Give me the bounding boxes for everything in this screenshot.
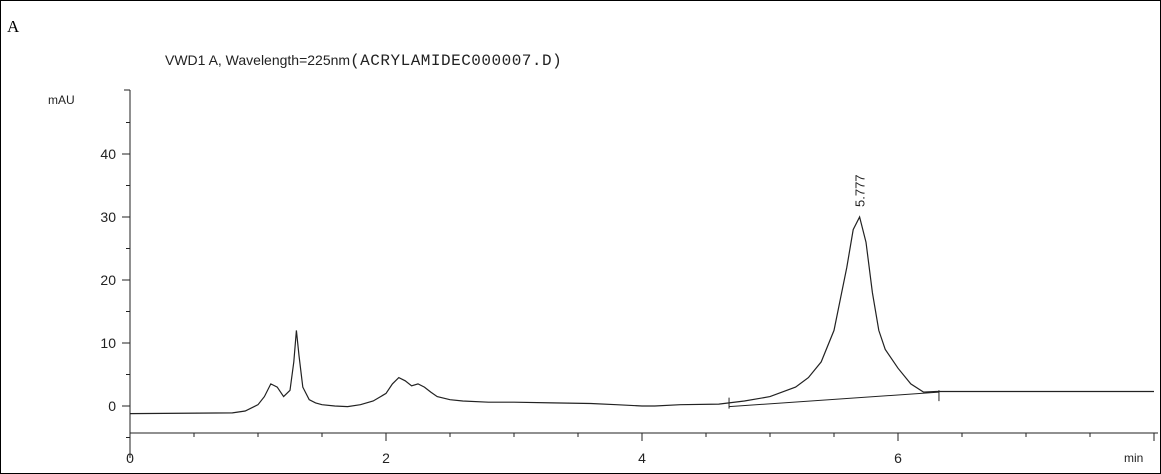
panel-label: A xyxy=(7,17,20,36)
chart-title-detector: VWD1 A, Wavelength=225nm xyxy=(165,52,351,68)
series-trace xyxy=(129,215,1154,415)
x-tick-label: 4 xyxy=(638,450,646,466)
y-axis-label: mAU xyxy=(48,93,75,107)
x-tick-label: 6 xyxy=(894,450,902,466)
axes xyxy=(124,89,1158,458)
x-axis-label: min xyxy=(1124,451,1143,465)
peak-annotations: 5.777 xyxy=(728,174,940,409)
y-tick-label: 0 xyxy=(108,398,116,414)
y-tick-label: 10 xyxy=(100,335,116,351)
x-tick-label: 0 xyxy=(126,450,134,466)
y-tick-label: 20 xyxy=(100,272,116,288)
peak-retention-label: 5.777 xyxy=(853,174,868,207)
y-tick-label: 40 xyxy=(100,146,116,162)
chart-title: VWD1 A, Wavelength=225nm(ACRYLAMIDEC0000… xyxy=(165,52,562,70)
peak-baseline xyxy=(729,391,939,408)
y-tick-label: 30 xyxy=(100,209,116,225)
chart-title-file: (ACRYLAMIDEC000007.D) xyxy=(350,52,563,70)
tick-labels: 0 10 20 30 40 mAU 0 2 4 6 min xyxy=(48,93,1143,466)
x-tick-label: 2 xyxy=(382,450,390,466)
tick-marks xyxy=(122,122,1155,441)
